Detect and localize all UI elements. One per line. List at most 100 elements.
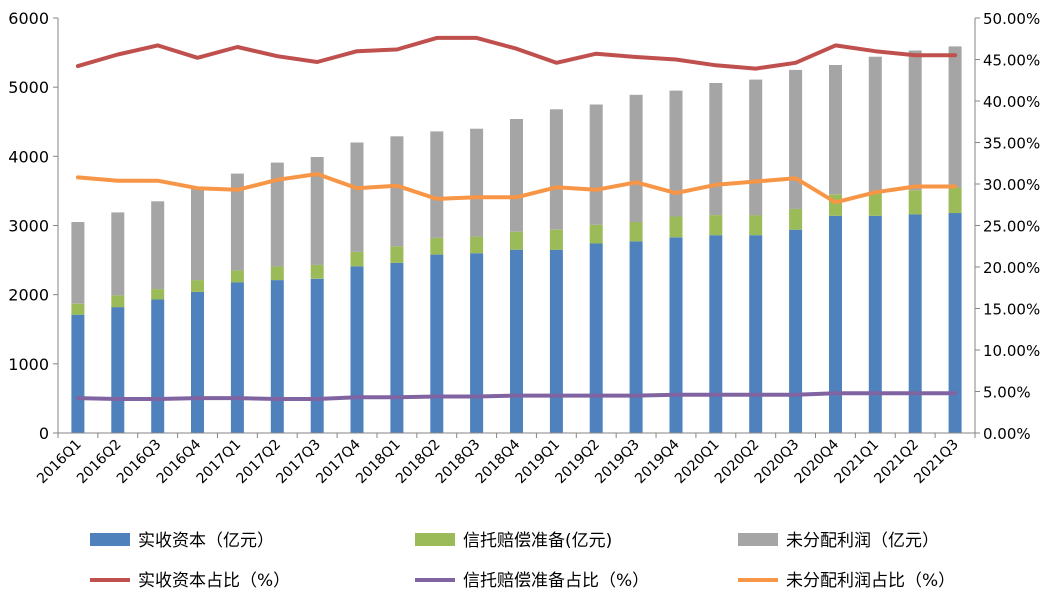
y-right-tick-label-6: 30.00%	[983, 176, 1040, 194]
bar-s2-8	[390, 136, 404, 247]
bar-s1-5	[270, 266, 284, 281]
y-left-tick-label-6: 6000	[8, 9, 49, 28]
y-right-tick-label-4: 20.00%	[983, 259, 1040, 277]
bar-s0-21	[908, 214, 922, 433]
bar-s2-15	[669, 90, 683, 217]
bar-s0-16	[709, 235, 723, 433]
bar-s1-12	[549, 229, 563, 250]
legend-label-bar-2: 未分配利润（亿元）	[786, 531, 939, 551]
bar-s2-7	[350, 142, 364, 252]
bar-s0-10	[470, 253, 484, 433]
bar-s0-12	[549, 249, 563, 433]
bar-s2-16	[709, 83, 723, 216]
bar-s2-18	[789, 69, 803, 209]
bar-s1-15	[669, 216, 683, 238]
bar-s1-11	[510, 231, 523, 250]
bar-s1-3	[191, 280, 204, 292]
bar-s2-1	[111, 212, 125, 296]
y-right-tick-label-7: 35.00%	[983, 135, 1040, 153]
legend-swatch-bar-0	[90, 533, 130, 546]
bar-s0-22	[948, 213, 962, 433]
bar-s0-20	[868, 215, 882, 433]
bar-s2-3	[191, 187, 204, 281]
x-tick-label-22: 2021Q3	[911, 437, 962, 488]
bar-s0-0	[71, 314, 85, 433]
bar-s2-4	[230, 173, 244, 271]
legend-label-bar-0: 实收资本（亿元）	[138, 531, 274, 551]
bar-s2-2	[151, 201, 165, 290]
bar-s2-12	[549, 109, 563, 230]
bar-s1-20	[868, 193, 882, 216]
y-right-tick-label-0: 0.00%	[983, 425, 1031, 443]
bar-s1-21	[908, 190, 922, 215]
bar-s2-13	[589, 104, 603, 225]
bar-s2-14	[629, 94, 643, 223]
bar-s0-11	[510, 249, 523, 433]
bar-s0-7	[350, 266, 364, 433]
bar-s1-13	[589, 224, 603, 244]
bar-s2-20	[868, 56, 882, 194]
bar-s2-10	[470, 128, 484, 237]
y-left-tick-label-0: 0	[39, 424, 49, 443]
bar-s2-22	[948, 46, 962, 188]
legend-swatch-bar-1	[415, 533, 455, 546]
bar-s0-17	[749, 235, 763, 433]
bar-s1-16	[709, 215, 723, 236]
y-left-tick-label-3: 3000	[8, 217, 49, 236]
y-right-tick-label-1: 5.00%	[983, 384, 1031, 402]
y-left-tick-label-5: 5000	[8, 78, 49, 97]
bar-s1-0	[71, 303, 85, 315]
bar-s1-6	[310, 264, 324, 279]
line-series-2	[75, 172, 958, 205]
bar-s0-14	[629, 241, 643, 433]
bar-s1-8	[390, 246, 404, 263]
bar-s1-14	[629, 222, 643, 242]
bar-s1-7	[350, 251, 364, 267]
y-right-tick-label-9: 45.00%	[983, 52, 1040, 70]
bar-s2-17	[749, 79, 763, 216]
legend-label-line-1: 信托赔偿准备占比（%）	[463, 571, 649, 591]
bar-s2-19	[829, 65, 842, 195]
bar-s2-11	[510, 119, 523, 232]
bar-s0-2	[151, 299, 165, 433]
y-right-tick-label-2: 10.00%	[983, 342, 1040, 360]
legend-swatch-bar-2	[738, 533, 778, 546]
bar-s1-9	[430, 238, 444, 255]
bar-s1-1	[111, 295, 125, 308]
bar-s1-4	[230, 270, 244, 283]
bar-s0-13	[589, 243, 603, 433]
bar-s0-18	[789, 229, 803, 433]
bar-s1-2	[151, 289, 165, 300]
bar-s1-10	[470, 236, 484, 254]
y-left-tick-label-1: 1000	[8, 355, 49, 374]
bar-s1-18	[789, 208, 803, 230]
y-left-tick-label-4: 4000	[8, 147, 49, 166]
y-right-tick-label-3: 15.00%	[983, 301, 1040, 319]
bar-s2-21	[908, 50, 922, 191]
legend-label-line-0: 实收资本占比（%）	[138, 571, 290, 591]
y-right-tick-label-5: 25.00%	[983, 218, 1040, 236]
bar-s0-4	[230, 282, 244, 433]
bar-s1-17	[749, 215, 763, 236]
bar-s0-19	[829, 215, 842, 433]
bar-s2-6	[310, 157, 324, 265]
bar-s2-5	[270, 162, 284, 267]
bar-s0-6	[310, 278, 324, 433]
bar-s2-0	[71, 222, 85, 304]
legend-label-bar-1: 信托赔偿准备(亿元)	[463, 531, 612, 551]
y-right-tick-label-8: 40.00%	[983, 93, 1040, 111]
bar-s0-5	[270, 280, 284, 433]
bar-s0-8	[390, 262, 404, 433]
bar-s0-9	[430, 254, 444, 433]
bar-s0-15	[669, 237, 683, 433]
legend-label-line-2: 未分配利润占比（%）	[786, 571, 955, 591]
bar-s1-22	[948, 187, 962, 214]
bar-s0-1	[111, 307, 125, 433]
bar-s2-9	[430, 131, 444, 238]
bar-s0-3	[191, 291, 204, 433]
y-left-tick-label-2: 2000	[8, 286, 49, 305]
y-right-tick-label-10: 50.00%	[983, 10, 1040, 28]
line-series-1	[75, 391, 958, 401]
